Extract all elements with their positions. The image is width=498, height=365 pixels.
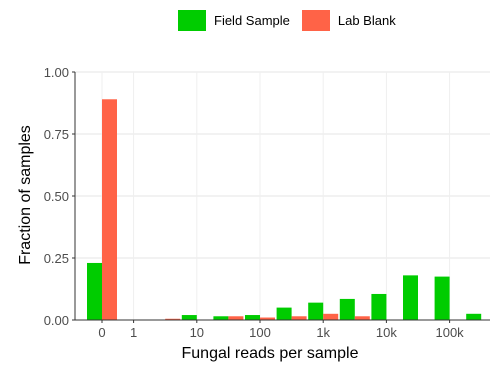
bar-lab-blank [102,99,117,320]
bar-field-sample [276,307,292,320]
legend-label-lab-blank: Lab Blank [337,13,396,28]
grid [75,71,490,321]
y-tick-label: 1.00 [44,65,69,80]
bar-lab-blank [291,316,307,320]
bar-field-sample [213,316,229,320]
x-tick-label: 100k [435,325,464,340]
bar-field-sample [466,313,482,320]
x-tick-label: 1 [130,325,137,340]
x-tick-label: 10k [376,325,397,340]
bar-lab-blank [354,316,370,320]
y-tick-label: 0.75 [44,127,69,142]
bar-lab-blank [228,316,244,320]
y-tick-label: 0.25 [44,251,69,266]
bars [87,99,482,320]
bar-field-sample [245,315,260,320]
y-tick-label: 0.00 [44,313,69,328]
legend-swatch-field-sample [178,10,206,31]
bar-field-sample [434,276,450,320]
bar-field-sample [339,298,355,320]
bar-field-sample [403,275,418,320]
bar-field-sample [181,315,197,320]
bar-field-sample [87,262,102,320]
y-axis-title: Fraction of samples [17,125,34,265]
x-tick-label: 100 [249,325,271,340]
x-axis-title: Fungal reads per sample [182,345,359,362]
x-tick-label: 1k [316,325,330,340]
x-tick-label: 0 [98,325,105,340]
x-tick-label: 10 [190,325,204,340]
bar-field-sample [371,293,387,320]
bar-lab-blank [260,317,275,320]
legend: Field Sample Lab Blank [178,10,408,31]
axes: 0.00 0.25 0.50 0.75 1.00 0 1 10 100 1k 10k 100k [44,65,490,340]
legend-item-lab-blank: Lab Blank [301,10,396,31]
legend-swatch-lab-blank [301,10,330,31]
y-tick-label: 0.50 [44,189,69,204]
bar-field-sample [308,302,324,320]
bar-lab-blank [165,318,181,320]
bar-lab-blank [323,313,339,320]
legend-label-field-sample: Field Sample [214,13,290,28]
legend-item-field-sample: Field Sample [178,10,290,31]
